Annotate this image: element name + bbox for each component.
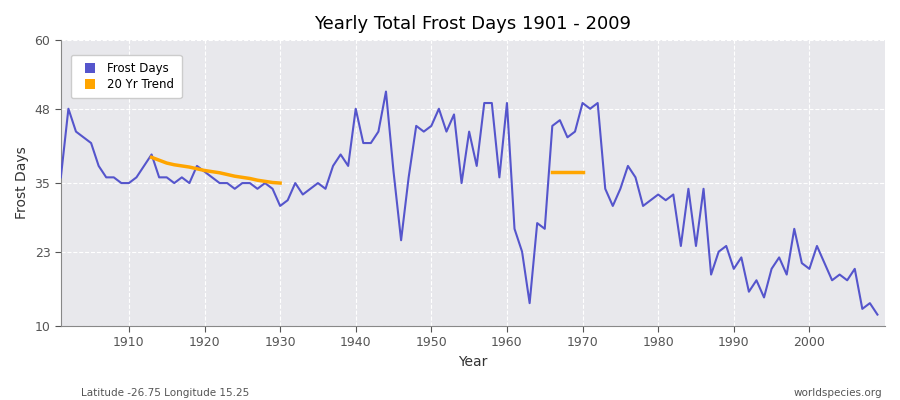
Title: Yearly Total Frost Days 1901 - 2009: Yearly Total Frost Days 1901 - 2009 (314, 15, 632, 33)
Y-axis label: Frost Days: Frost Days (15, 147, 29, 220)
Legend: Frost Days, 20 Yr Trend: Frost Days, 20 Yr Trend (71, 54, 182, 98)
Text: worldspecies.org: worldspecies.org (794, 388, 882, 398)
Text: Latitude -26.75 Longitude 15.25: Latitude -26.75 Longitude 15.25 (81, 388, 249, 398)
X-axis label: Year: Year (458, 355, 488, 369)
